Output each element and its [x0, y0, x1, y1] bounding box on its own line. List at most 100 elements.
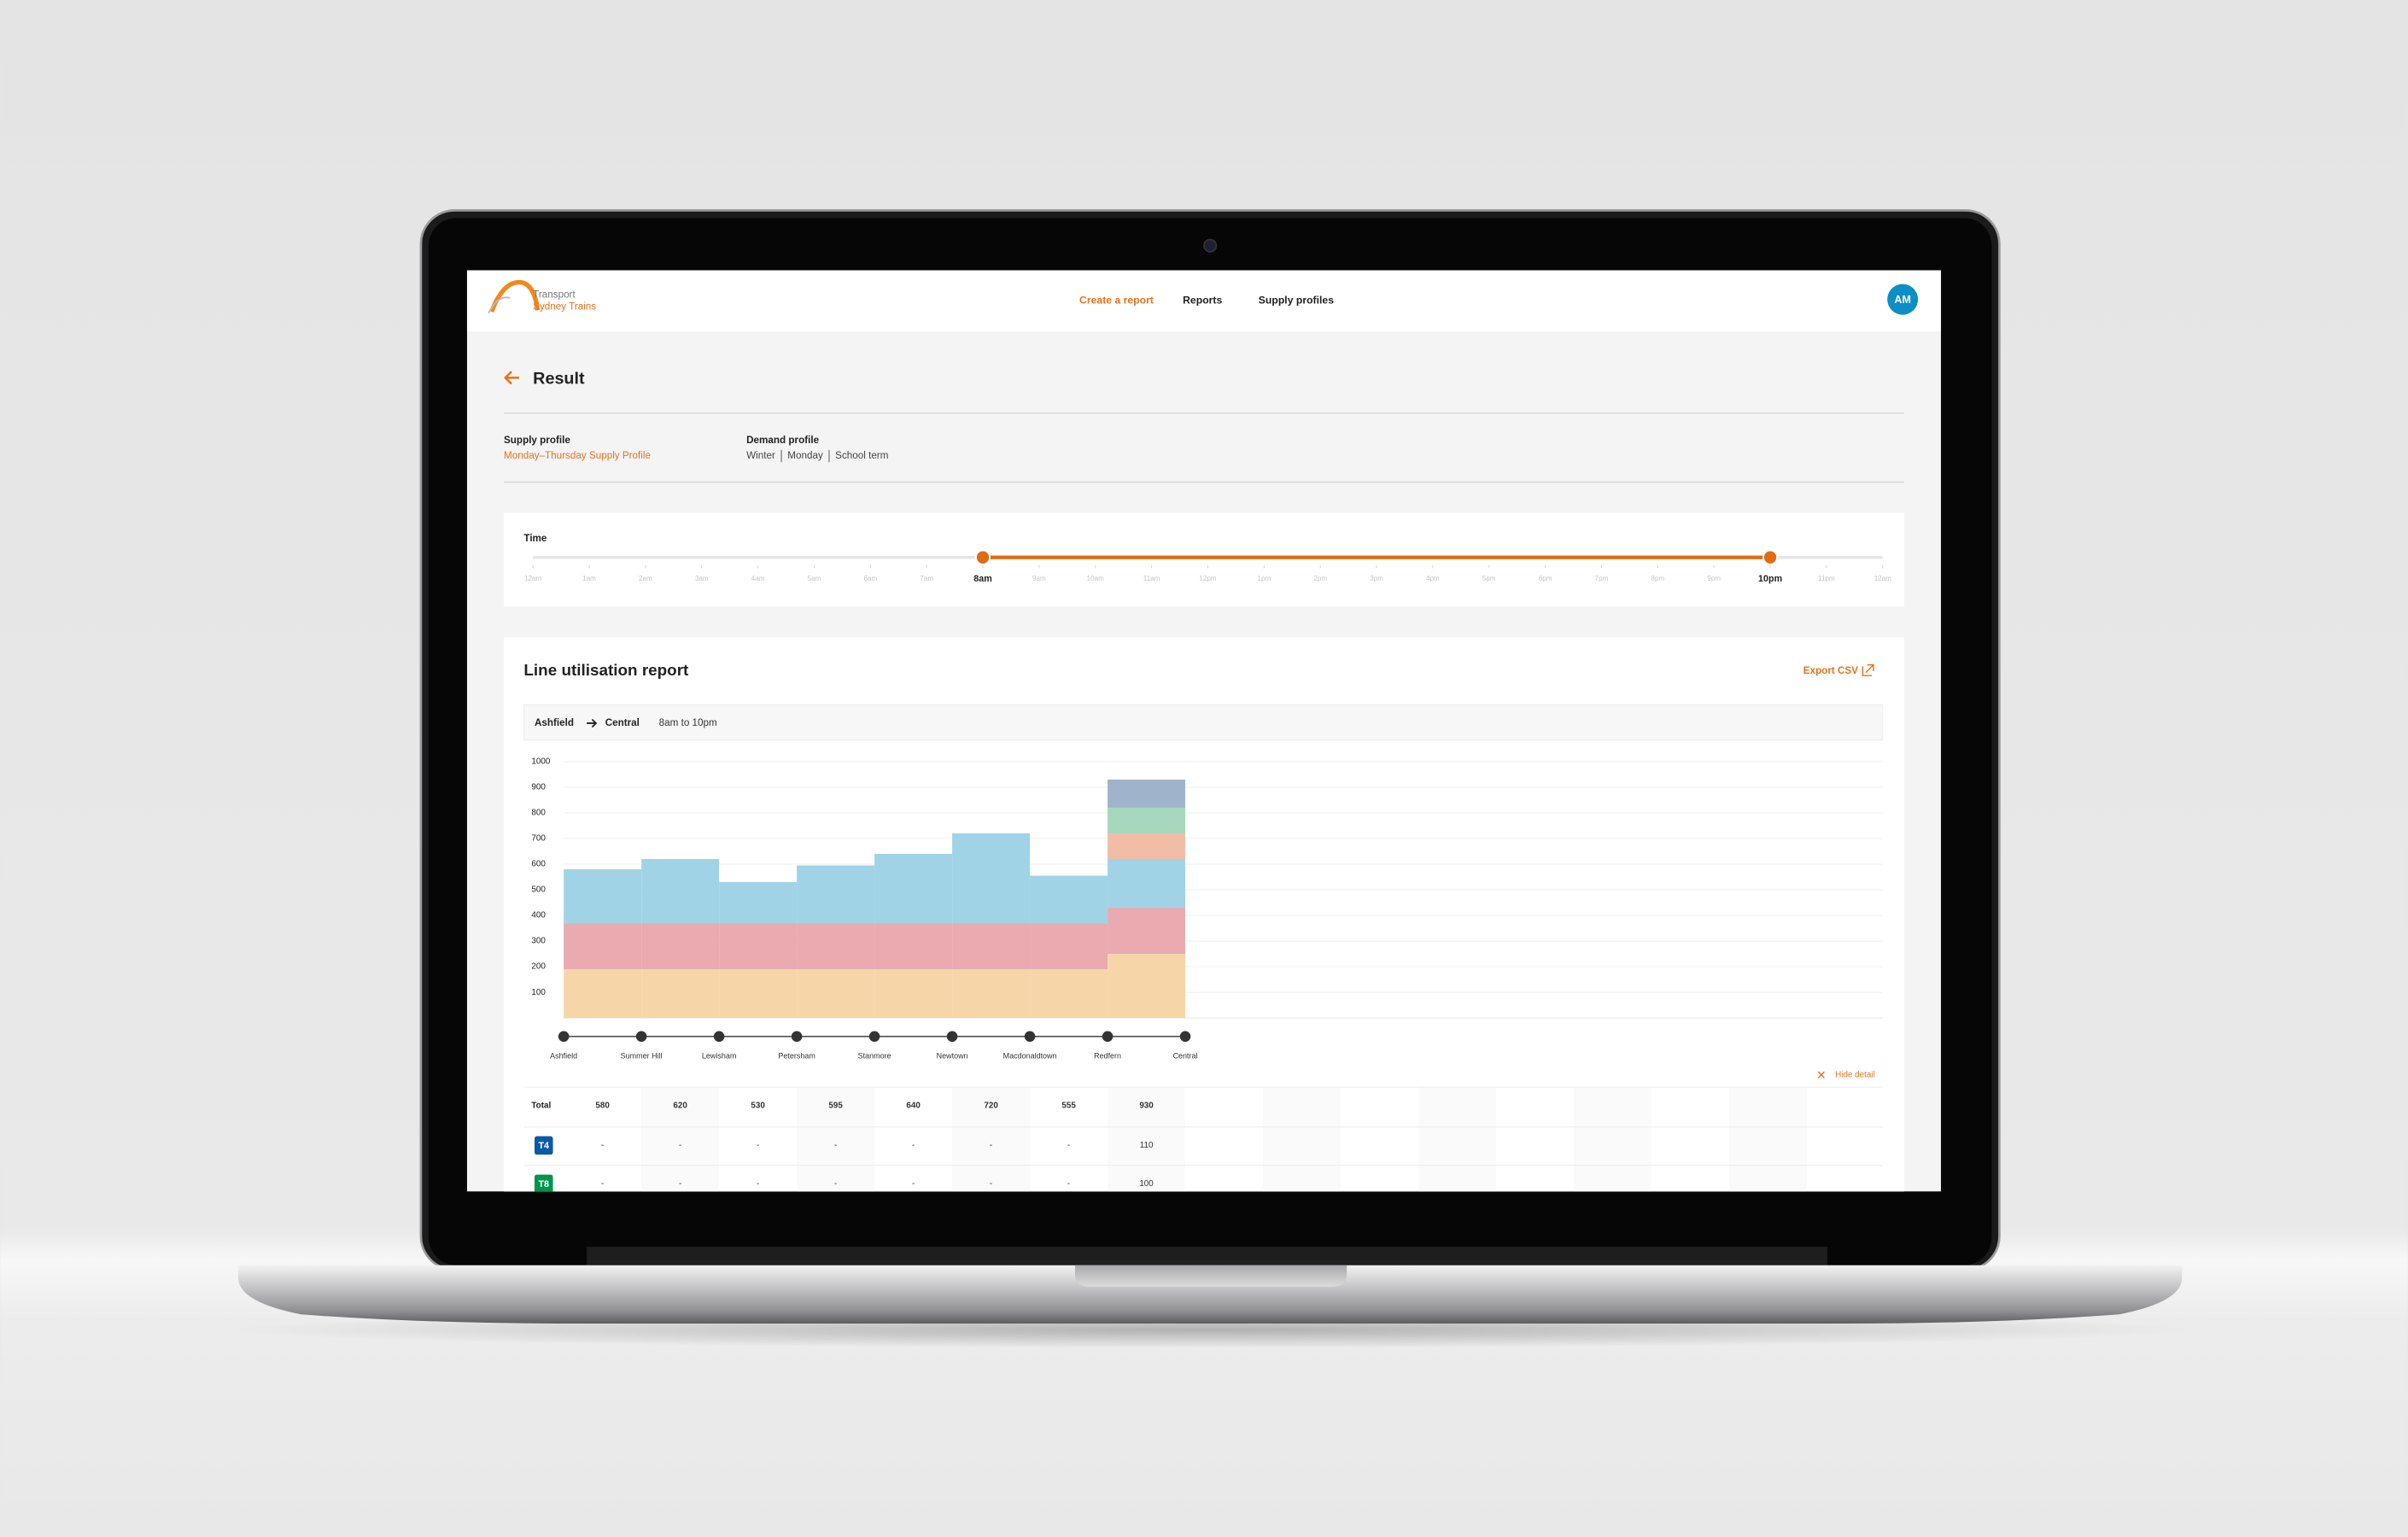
station-dot [1024, 1031, 1036, 1043]
bar-segment [1108, 807, 1186, 833]
nav: Create a report Reports Supply profiles [1079, 295, 1334, 307]
station-label: Lewisham [702, 1052, 736, 1061]
station-dot [946, 1031, 958, 1043]
route-to: Central [605, 717, 640, 728]
avatar[interactable] [1887, 283, 1919, 315]
table-cell: - [990, 1179, 992, 1189]
station-dot [635, 1031, 647, 1043]
bar-segment [1108, 833, 1186, 860]
slider-handle[interactable] [975, 549, 991, 565]
nav-item[interactable]: Create a report [1079, 295, 1154, 307]
column-stripe [641, 1087, 720, 1192]
time-tick-label: 6am [863, 575, 877, 582]
close-icon [1817, 1071, 1825, 1078]
station-label: Stanmore [858, 1052, 891, 1061]
time-tick-label: 3pm [1370, 575, 1383, 582]
time-tick-label: 5pm [1482, 575, 1496, 582]
time-tick-label: 9pm [1707, 575, 1721, 582]
time-tick-label: 7pm [1595, 575, 1609, 582]
table-cell: 930 [1139, 1101, 1154, 1110]
bar-segment [1030, 875, 1108, 924]
bar-segment [1030, 969, 1108, 1019]
station-label: Macdonaldtown [1003, 1052, 1057, 1061]
route-from: Ashfield [535, 717, 574, 728]
station-dot [558, 1031, 570, 1043]
bar-segment [874, 923, 953, 970]
time-tick-label: 12am [1874, 575, 1891, 582]
station-dot [1102, 1031, 1113, 1043]
time-tick-label: 3am [695, 575, 709, 582]
column-stripe [1418, 1087, 1497, 1192]
bar-segment [1108, 859, 1186, 909]
y-tick-label: 200 [531, 962, 546, 972]
y-tick-label: 700 [531, 834, 546, 844]
logo-text: Sydney Trains [533, 301, 596, 313]
station-label: Central [1173, 1052, 1198, 1061]
y-tick-label: 300 [531, 937, 546, 946]
time-tick-label: 9am [1032, 575, 1046, 582]
bar-segment [797, 865, 875, 924]
nav-item[interactable]: Supply profiles [1259, 295, 1334, 307]
hinge [587, 1247, 1828, 1265]
bar-segment [641, 923, 720, 970]
bar-segment [1030, 923, 1108, 970]
y-tick-label: 500 [531, 885, 546, 895]
bar-segment [952, 833, 1031, 924]
time-tick-label: 1pm [1257, 575, 1271, 582]
time-tick-label: 5am [808, 575, 821, 582]
table-cell: 620 [673, 1101, 687, 1110]
nav-item[interactable]: Reports [1183, 295, 1222, 307]
station-dot [1179, 1031, 1191, 1043]
top-bar [466, 270, 1942, 332]
bar-segment [564, 969, 642, 1019]
time-tick-label: 11am [1143, 575, 1160, 582]
y-tick-label: 1000 [531, 757, 550, 767]
bar-segment [874, 969, 953, 1019]
slider-handle[interactable] [1762, 549, 1779, 565]
field-value: Monday [787, 450, 823, 461]
time-tick-label: 11pm [1818, 575, 1835, 582]
camera [1203, 238, 1218, 253]
field-value: School term [835, 450, 888, 461]
y-tick-label: 900 [531, 783, 546, 792]
table-cell: 580 [595, 1101, 610, 1110]
y-tick-label: 800 [531, 809, 546, 818]
table-cell: 720 [984, 1101, 998, 1110]
column-stripe [1574, 1087, 1651, 1192]
table-cell: - [757, 1179, 759, 1189]
station-label: Petersham [778, 1052, 815, 1061]
station-label: Redfern [1094, 1052, 1121, 1061]
bar-segment [719, 969, 798, 1019]
column-stripe [1108, 1087, 1186, 1192]
line-badge-label: T4 [538, 1141, 549, 1151]
bar-segment [797, 969, 875, 1019]
table-cell: - [679, 1141, 681, 1150]
time-slider: 12am 1am 2am 3am 4am 5am 6am 7am 8am 9am 10am 11am 1… [524, 549, 1891, 584]
hide-detail[interactable]: Hide detail [1835, 1070, 1875, 1079]
bar-segment [797, 923, 875, 970]
bar-segment [1108, 779, 1186, 808]
laptop-base [237, 1265, 2183, 1324]
bar-segment [1108, 954, 1186, 1019]
page-title: Result [533, 369, 585, 388]
table-cell: 530 [751, 1101, 765, 1110]
time-tick-label: 2pm [1313, 575, 1327, 582]
table-cell: - [834, 1179, 837, 1189]
table-cell: - [912, 1179, 915, 1189]
line-badge [534, 1174, 553, 1192]
route-period: 8am to 10pm [659, 717, 717, 728]
external-icon [1862, 663, 1874, 676]
back-arrow[interactable] [504, 371, 520, 385]
station-dot [868, 1031, 880, 1043]
bar-segment [564, 923, 642, 970]
export-link[interactable]: Export CSV [1803, 665, 1858, 676]
bar-segment [1108, 908, 1186, 955]
field-label: Supply profile [504, 435, 570, 446]
logo-mark [489, 279, 541, 313]
row-label: Total [531, 1101, 551, 1110]
avatar-initials: AM [1894, 294, 1911, 306]
time-tick-label: 12am [524, 575, 541, 582]
table-cell: 110 [1140, 1141, 1154, 1150]
table-cell: 555 [1061, 1101, 1076, 1110]
bar-segment [564, 869, 642, 924]
